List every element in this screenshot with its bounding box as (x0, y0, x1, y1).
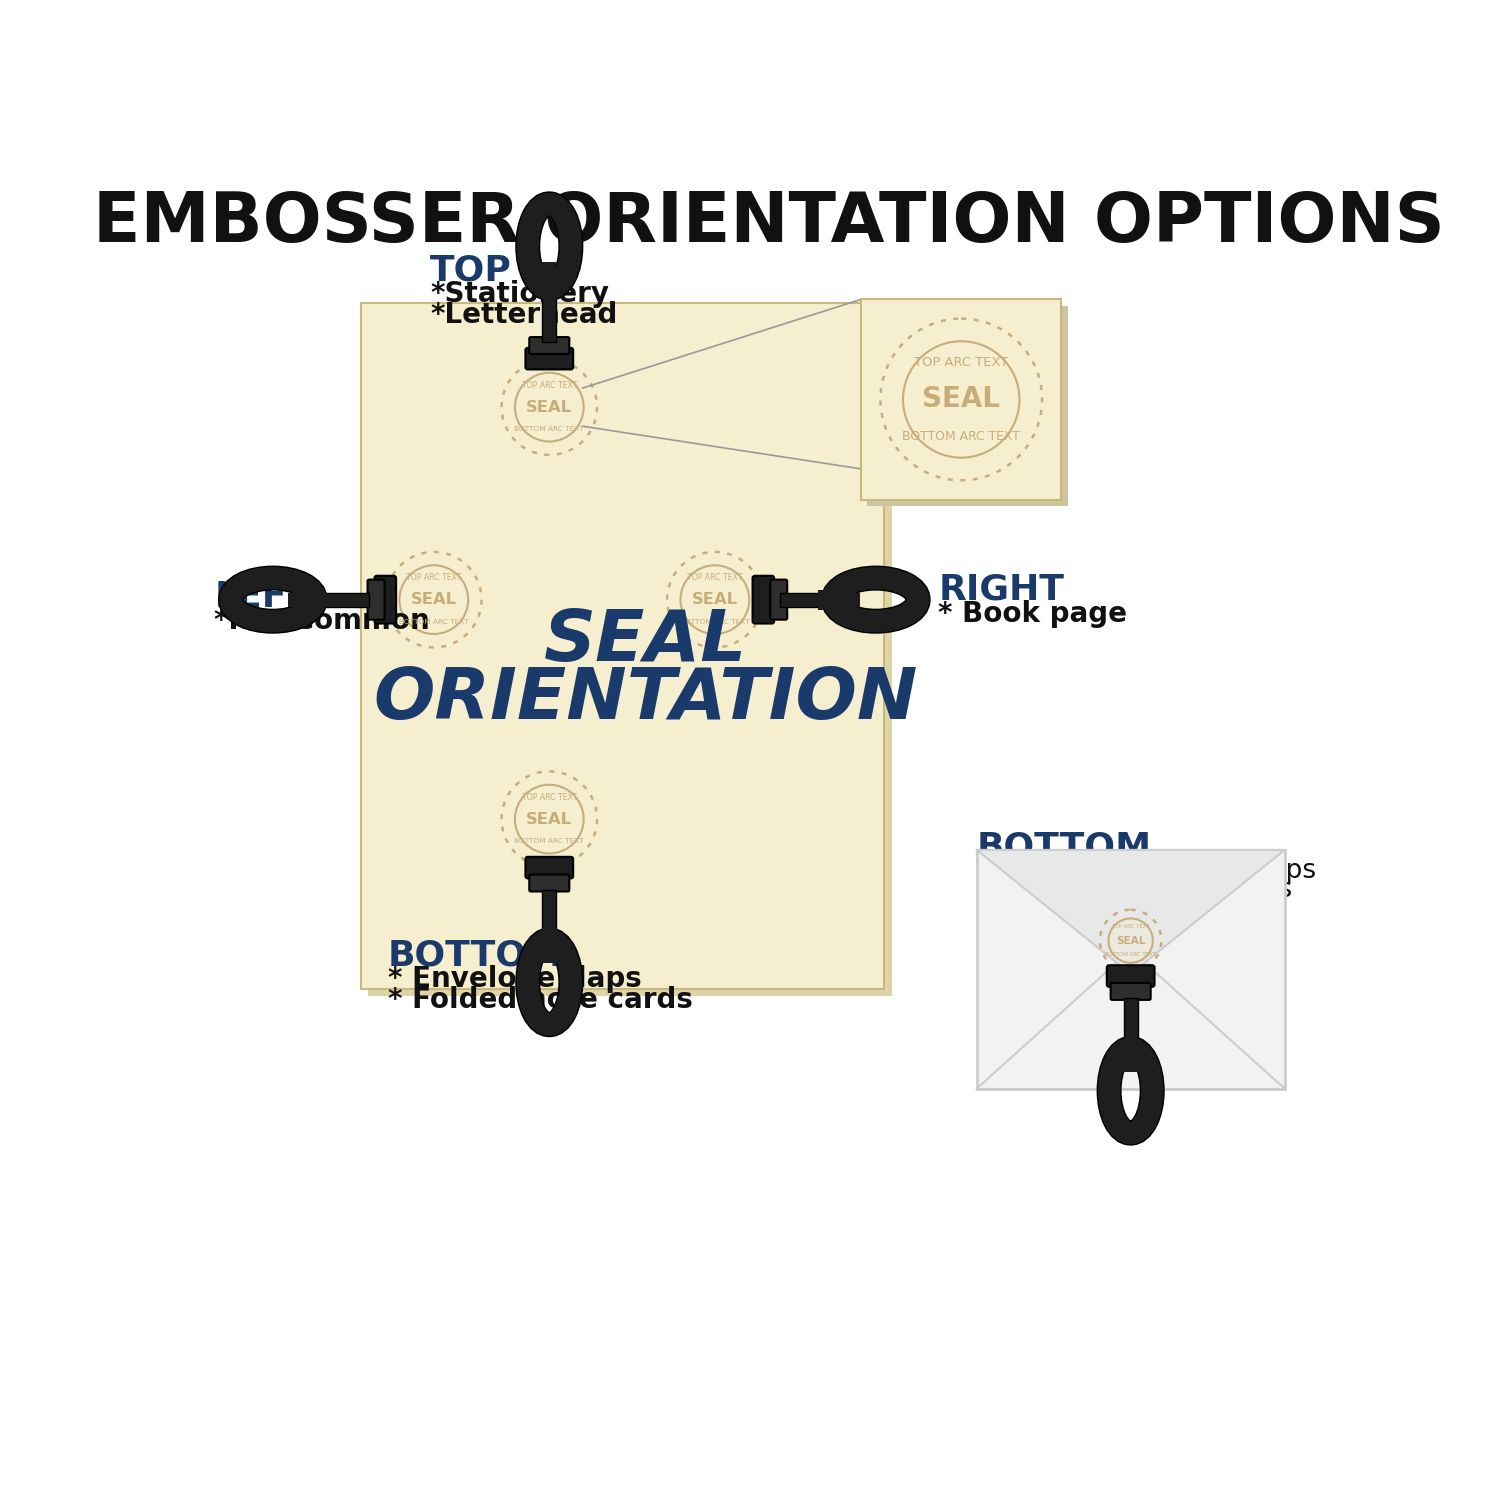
Text: SEAL: SEAL (411, 592, 458, 608)
Bar (322, 592, 369, 606)
FancyBboxPatch shape (375, 576, 396, 624)
FancyBboxPatch shape (368, 579, 384, 620)
Bar (861, 300, 1062, 500)
Text: SEAL: SEAL (1116, 936, 1146, 945)
Circle shape (903, 340, 1020, 458)
Text: BOTTOM: BOTTOM (387, 939, 562, 972)
Bar (543, 928, 556, 963)
Text: SEAL: SEAL (692, 592, 738, 608)
Text: BOTTOM ARC TEXT: BOTTOM ARC TEXT (514, 839, 584, 844)
Text: TOP ARC TEXT: TOP ARC TEXT (522, 792, 578, 801)
Text: TOP ARC TEXT: TOP ARC TEXT (687, 573, 742, 582)
Text: or bottom of page seals: or bottom of page seals (976, 878, 1292, 903)
Bar (360, 303, 885, 988)
FancyBboxPatch shape (525, 856, 573, 879)
Text: *Not Common: *Not Common (214, 608, 430, 636)
Text: * Book page: * Book page (938, 600, 1126, 627)
Text: BOTTOM: BOTTOM (976, 831, 1152, 864)
FancyBboxPatch shape (530, 874, 570, 891)
Text: RIGHT: RIGHT (938, 573, 1064, 606)
Text: *Stationery: *Stationery (430, 280, 609, 308)
Text: SEAL: SEAL (922, 386, 1001, 414)
FancyBboxPatch shape (771, 579, 788, 620)
Bar (288, 592, 327, 606)
Text: * Folded note cards: * Folded note cards (387, 986, 693, 1014)
Text: BOTTOM ARC TEXT: BOTTOM ARC TEXT (399, 618, 468, 624)
Text: ORIENTATION: ORIENTATION (374, 666, 918, 735)
Text: TOP: TOP (430, 254, 512, 286)
Text: TOP ARC TEXT: TOP ARC TEXT (522, 381, 578, 390)
Text: * Envelope flaps: * Envelope flaps (387, 966, 642, 993)
FancyBboxPatch shape (1107, 964, 1155, 987)
Circle shape (514, 374, 584, 441)
Bar (543, 890, 556, 933)
Text: SEAL: SEAL (544, 608, 747, 676)
Circle shape (399, 566, 468, 634)
Text: EMBOSSER ORIENTATION OPTIONS: EMBOSSER ORIENTATION OPTIONS (93, 189, 1444, 256)
FancyBboxPatch shape (1110, 982, 1150, 1000)
Bar (540, 273, 560, 297)
Bar (818, 590, 844, 609)
Bar (822, 592, 861, 606)
Bar (543, 261, 556, 297)
Text: Perfect for envelope flaps: Perfect for envelope flaps (976, 858, 1316, 883)
Text: BOTTOM ARC TEXT: BOTTOM ARC TEXT (680, 618, 750, 624)
Bar (780, 592, 825, 606)
Bar (296, 590, 322, 609)
Bar (543, 297, 556, 342)
Bar (976, 850, 1284, 1089)
Bar (1120, 1048, 1140, 1071)
Text: LEFT: LEFT (214, 580, 312, 615)
Text: TOP ARC TEXT: TOP ARC TEXT (914, 356, 1008, 369)
Text: BOTTOM ARC TEXT: BOTTOM ARC TEXT (514, 426, 584, 432)
Polygon shape (976, 850, 1284, 974)
Circle shape (681, 566, 748, 634)
Bar (1124, 1036, 1137, 1071)
Bar (540, 940, 560, 963)
Bar (369, 310, 892, 996)
Text: BOTTOM ARC TEXT: BOTTOM ARC TEXT (1106, 952, 1156, 957)
Text: TOP ARC TEXT: TOP ARC TEXT (1112, 924, 1150, 928)
Circle shape (514, 784, 584, 853)
Circle shape (1108, 918, 1154, 963)
Text: BOTTOM ARC TEXT: BOTTOM ARC TEXT (903, 430, 1020, 442)
Text: *Letterhead: *Letterhead (430, 302, 618, 328)
Text: TOP ARC TEXT: TOP ARC TEXT (406, 573, 462, 582)
Text: SEAL: SEAL (526, 812, 573, 826)
Text: SEAL: SEAL (526, 399, 573, 414)
Bar (867, 306, 1068, 506)
FancyBboxPatch shape (753, 576, 774, 624)
Bar (1124, 999, 1137, 1041)
FancyBboxPatch shape (525, 348, 573, 369)
FancyBboxPatch shape (530, 338, 570, 354)
